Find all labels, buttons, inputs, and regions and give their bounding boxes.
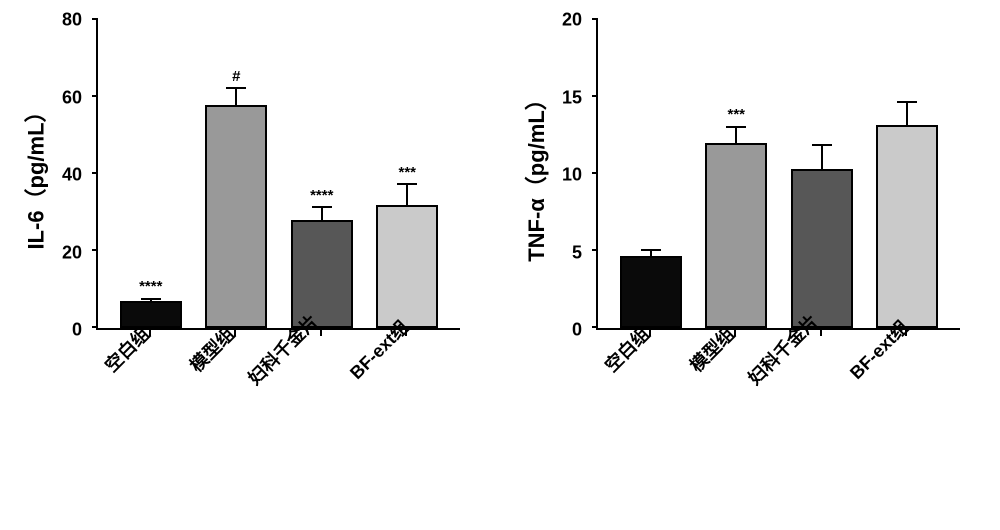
x-axis-ticks: 空白组 模型组 妇科千金片 BF-ext组 (96, 330, 460, 510)
bar-slot: *** (372, 20, 442, 328)
annotation: # (232, 68, 240, 85)
y-axis-ticks: 0 20 40 60 80 (50, 20, 90, 330)
error-bar (906, 102, 908, 127)
bar (876, 125, 938, 328)
page: IL-6（pg/mL） 0 20 40 60 80 **** (0, 0, 1000, 530)
y-tick: 20 (542, 10, 582, 31)
y-axis-ticks: 0 5 10 15 20 (550, 20, 590, 330)
error-bar (406, 184, 408, 207)
bar-slot: # (201, 20, 271, 328)
bar: *** (705, 143, 767, 328)
y-tick: 40 (42, 165, 82, 186)
bar: *** (376, 205, 438, 328)
error-bar (821, 145, 823, 171)
x-axis-ticks: 空白组 模型组 妇科千金片 BF-ext组 (596, 330, 960, 510)
error-bar (735, 127, 737, 145)
y-tick: 15 (542, 87, 582, 108)
annotation: *** (727, 106, 745, 123)
chart-tnfa: TNF-α（pg/mL） 0 5 10 15 20 (520, 20, 980, 510)
plot-area: **** # **** (96, 20, 460, 330)
bars-container: *** (598, 20, 960, 328)
x-tick: 模型组 (184, 321, 241, 378)
annotation: **** (139, 278, 162, 295)
plot-area: *** (596, 20, 960, 330)
y-tick: 60 (42, 87, 82, 108)
y-tick: 5 (542, 242, 582, 263)
error-bar (235, 88, 237, 107)
bar (620, 256, 682, 328)
bar: # (205, 105, 267, 328)
bar-slot: **** (116, 20, 186, 328)
tick-mark (820, 330, 822, 336)
bars-container: **** # **** (98, 20, 460, 328)
error-bar (150, 299, 152, 303)
bar-slot (616, 20, 686, 328)
error-bar (321, 207, 323, 222)
x-tick: 空白组 (598, 321, 655, 378)
x-tick: 模型组 (684, 321, 741, 378)
tick-mark (320, 330, 322, 336)
y-tick: 10 (542, 165, 582, 186)
bar-slot: *** (701, 20, 771, 328)
bar: **** (120, 301, 182, 328)
y-tick: 0 (542, 320, 582, 341)
error-bar (650, 250, 652, 258)
bar-slot (872, 20, 942, 328)
y-tick: 0 (42, 320, 82, 341)
annotation: *** (398, 164, 416, 181)
chart-il6: IL-6（pg/mL） 0 20 40 60 80 **** (20, 20, 480, 510)
bar-slot: **** (287, 20, 357, 328)
y-tick: 20 (42, 242, 82, 263)
annotation: **** (310, 187, 333, 204)
y-tick: 80 (42, 10, 82, 31)
x-tick: 空白组 (98, 321, 155, 378)
bar-slot (787, 20, 857, 328)
bar (791, 169, 853, 328)
